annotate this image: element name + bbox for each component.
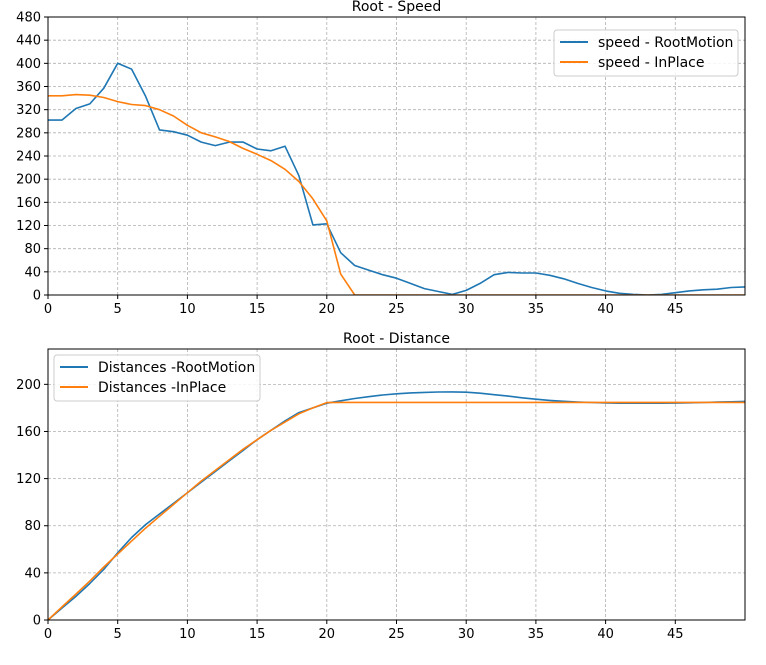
y-tick-label: 0 [33, 614, 41, 629]
x-tick-label: 45 [667, 627, 684, 642]
y-tick-label: 200 [16, 173, 41, 188]
y-tick-label: 80 [24, 519, 41, 534]
chart-title: Root - Distance [343, 331, 450, 347]
x-tick-label: 40 [597, 302, 614, 317]
y-tick-label: 160 [16, 425, 41, 440]
x-tick-label: 30 [458, 627, 475, 642]
x-tick-label: 25 [388, 302, 405, 317]
legend-box [53, 354, 261, 402]
x-tick-label: 15 [249, 302, 266, 317]
y-tick-label: 40 [24, 566, 41, 581]
legend-box [553, 29, 739, 77]
x-tick-label: 35 [528, 302, 545, 317]
x-tick-label: 30 [458, 302, 475, 317]
x-tick-label: 20 [319, 302, 336, 317]
series-line [48, 391, 745, 620]
series-line [48, 401, 745, 620]
x-tick-label: 10 [179, 627, 196, 642]
y-tick-label: 120 [16, 472, 41, 487]
x-tick-label: 25 [388, 627, 405, 642]
y-tick-label: 80 [24, 242, 41, 257]
plot-frame [47, 348, 746, 621]
x-tick-label: 15 [249, 627, 266, 642]
y-tick-label: 280 [16, 126, 41, 141]
x-tick-label: 5 [114, 627, 122, 642]
x-tick-label: 0 [44, 302, 52, 317]
distance-chart: Root - Distance 0 5 10 15 20 25 30 35 40 45 0 40 80 12… [16, 331, 746, 642]
x-tick-label: 10 [179, 302, 196, 317]
x-tick-label: 20 [319, 627, 336, 642]
legend-label: Distances -InPlace [98, 380, 226, 396]
x-tick-label: 0 [44, 627, 52, 642]
x-tick-label: 45 [667, 302, 684, 317]
x-tick-label: 35 [528, 627, 545, 642]
series-line [48, 62, 745, 295]
series-line [48, 93, 745, 295]
legend-label: speed - RootMotion [598, 35, 733, 51]
y-tick-label: 440 [16, 34, 41, 49]
y-tick-label: 0 [33, 289, 41, 304]
legend-label: speed - InPlace [598, 55, 704, 71]
y-tick-label: 240 [16, 150, 41, 165]
y-tick-label: 160 [16, 196, 41, 211]
speed-chart: Root - Speed 0 5 10 15 20 25 30 35 40 45 0 40 80 120 16… [16, 0, 746, 317]
y-tick-label: 200 [16, 378, 41, 393]
x-tick-label: 5 [114, 302, 122, 317]
chart-title: Root - Speed [352, 0, 442, 15]
legend: speed - RootMotion speed - InPlace [553, 29, 739, 77]
y-tick-label: 320 [16, 103, 41, 118]
y-tick-label: 360 [16, 80, 41, 95]
legend: Distances -RootMotion Distances -InPlace [53, 354, 261, 402]
legend-label: Distances -RootMotion [98, 360, 255, 376]
x-tick-label: 40 [597, 627, 614, 642]
y-tick-label: 120 [16, 219, 41, 234]
y-tick-label: 400 [16, 57, 41, 72]
y-tick-label: 40 [24, 265, 41, 280]
y-tick-label: 480 [16, 11, 41, 26]
plot-frame [47, 16, 746, 296]
